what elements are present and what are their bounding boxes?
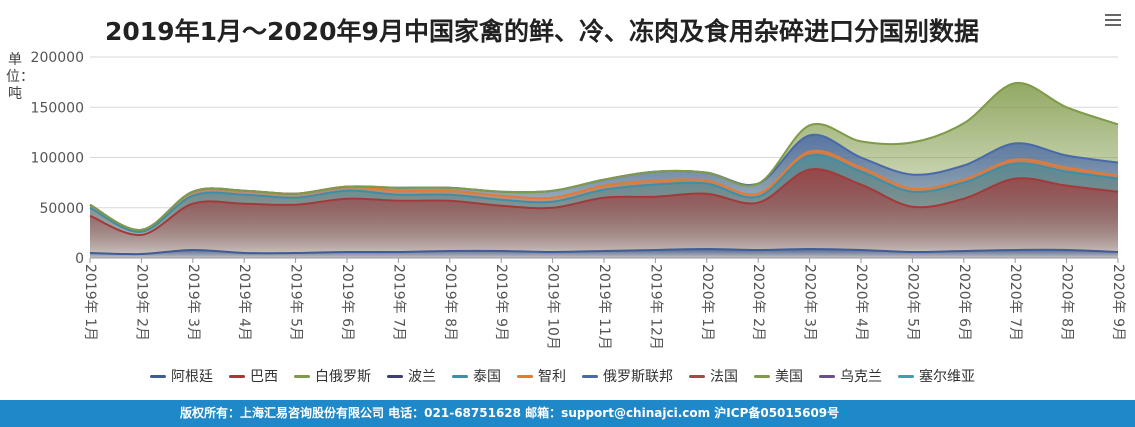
legend-label: 塞尔维亚 [919, 369, 975, 385]
legend-label: 泰国 [473, 369, 501, 385]
footer-bar: 版权所有：上海汇易咨询股份有限公司 电话：021-68751628 邮箱：sup… [0, 400, 1135, 427]
legend-label: 阿根廷 [171, 369, 213, 385]
x-tick-label: 2019年 12月 [647, 264, 663, 350]
legend-item[interactable]: 波兰 [387, 366, 436, 386]
legend-swatch [582, 374, 598, 378]
legend-label: 美国 [775, 369, 803, 385]
legend-label: 波兰 [408, 369, 436, 385]
legend-item[interactable]: 白俄罗斯 [294, 366, 371, 386]
x-tick-label: 2019年 1月 [82, 264, 98, 341]
legend-item[interactable]: 泰国 [452, 366, 501, 386]
legend-swatch [150, 374, 166, 378]
y-tick-label: 0 [75, 251, 84, 267]
legend-item[interactable]: 智利 [517, 366, 566, 386]
legend-swatch [452, 374, 468, 378]
chart-legend: 阿根廷 巴西 白俄罗斯 波兰 泰国 智利 俄罗斯联邦 法国 美国 乌克兰 塞尔维亚 [150, 366, 1020, 386]
legend-item[interactable]: 法国 [689, 366, 738, 386]
y-tick-label: 150000 [31, 100, 84, 116]
hamburger-menu-icon[interactable] [1105, 14, 1121, 28]
x-tick-label: 2019年 5月 [288, 264, 304, 341]
line-series-4[interactable] [89, 153, 1119, 233]
x-tick-label: 2019年 4月 [236, 264, 252, 341]
y-axis-label: 单位：吨 [6, 52, 34, 102]
area-series-1[interactable] [90, 169, 1118, 258]
legend-swatch [517, 374, 533, 378]
x-tick-label: 2019年 3月 [185, 264, 201, 341]
x-tick-label: 2020年 8月 [1059, 264, 1075, 341]
x-tick-label: 2020年 5月 [904, 264, 920, 341]
legend-item[interactable]: 塞尔维亚 [898, 366, 975, 386]
legend-item[interactable]: 美国 [754, 366, 803, 386]
legend-label: 白俄罗斯 [315, 369, 371, 385]
x-tick-label: 2020年 2月 [750, 264, 766, 341]
x-tick-label: 2019年 9月 [493, 264, 509, 341]
x-tick-label: 2019年 2月 [133, 264, 149, 341]
area-series-0[interactable] [90, 249, 1118, 258]
legend-label: 法国 [710, 369, 738, 385]
legend-label: 乌克兰 [840, 369, 882, 385]
x-tick-label: 2020年 4月 [853, 264, 869, 341]
y-tick-label: 100000 [31, 151, 84, 167]
chart-plot: 0 50000 100000 150000 200000 2019年 1月 2019年 2月… [31, 50, 1126, 350]
x-tick-label: 2019年 11月 [596, 264, 612, 350]
x-tick-label: 2020年 7月 [1007, 264, 1023, 341]
chart-title: 2019年1月～2020年9月中国家禽的鲜、冷、冻肉及食用杂碎进口分国别数据 [105, 17, 979, 46]
legend-swatch [819, 374, 835, 378]
legend-swatch [898, 374, 914, 378]
x-tick-label: 2019年 7月 [390, 264, 406, 341]
legend-item[interactable]: 乌克兰 [819, 366, 882, 386]
legend-item[interactable]: 阿根廷 [150, 366, 213, 386]
chart-container: 0 50000 100000 150000 200000 2019年 1月 2019年 2月… [6, 14, 1126, 386]
legend-swatch [689, 374, 705, 378]
x-tick-label: 2020年 3月 [802, 264, 818, 341]
legend-label: 智利 [538, 369, 566, 385]
legend-label: 巴西 [250, 369, 278, 385]
legend-swatch [294, 374, 310, 378]
x-tick-label: 2020年 6月 [956, 264, 972, 341]
legend-swatch [229, 374, 245, 378]
line-series-1[interactable] [89, 168, 1119, 236]
footer-copyright-text: 版权所有：上海汇易咨询股份有限公司 电话：021-68751628 邮箱：sup… [180, 406, 840, 420]
y-tick-label: 50000 [39, 201, 84, 217]
x-tick-label: 2019年 10月 [545, 264, 561, 350]
x-tick-label: 2020年 9月 [1110, 264, 1126, 341]
legend-swatch [754, 374, 770, 378]
legend-item[interactable]: 巴西 [229, 366, 278, 386]
legend-item[interactable]: 俄罗斯联邦 [582, 366, 673, 386]
y-tick-label: 200000 [31, 50, 84, 66]
line-series-8[interactable] [89, 82, 1119, 231]
x-tick-label: 2019年 8月 [442, 264, 458, 341]
legend-swatch [387, 374, 403, 378]
legend-label: 俄罗斯联邦 [603, 369, 673, 385]
line-series-0[interactable] [89, 247, 1119, 256]
x-tick-label: 2019年 6月 [339, 264, 355, 341]
x-tick-label: 2020年 1月 [699, 264, 715, 341]
